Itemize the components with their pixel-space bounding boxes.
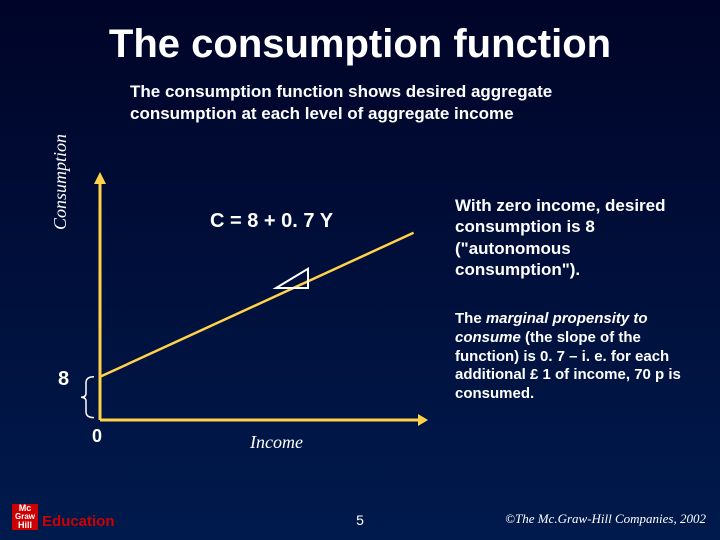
annotation-autonomous: With zero income, desired consumption is… xyxy=(455,195,695,280)
page-number: 5 xyxy=(356,512,364,528)
consumption-chart: Consumption C = 8 + 0. 7 Y 8 0 Income xyxy=(60,170,430,460)
publisher-logo: Mc Graw Hill Education xyxy=(12,504,115,530)
logo-bot: Hill xyxy=(18,521,32,530)
footer: Mc Graw Hill Education 5 ©The Mc.Graw-Hi… xyxy=(0,490,720,530)
slide-subtitle: The consumption function shows desired a… xyxy=(0,67,720,125)
x-axis-label: Income xyxy=(250,432,303,453)
intercept-label: 8 xyxy=(58,368,69,391)
origin-label: 0 xyxy=(92,426,102,447)
annotation-mpc: The marginal propensity to consume (the … xyxy=(455,310,700,404)
logo-icon: Mc Graw Hill xyxy=(12,504,38,530)
mpc-text-a: The xyxy=(455,310,486,327)
equation-label: C = 8 + 0. 7 Y xyxy=(210,210,333,233)
slide-title: The consumption function xyxy=(0,0,720,67)
logo-text: Education xyxy=(42,513,115,530)
chart-svg xyxy=(60,170,430,430)
copyright: ©The Mc.Graw-Hill Companies, 2002 xyxy=(505,511,706,527)
y-axis-label: Consumption xyxy=(50,134,71,230)
